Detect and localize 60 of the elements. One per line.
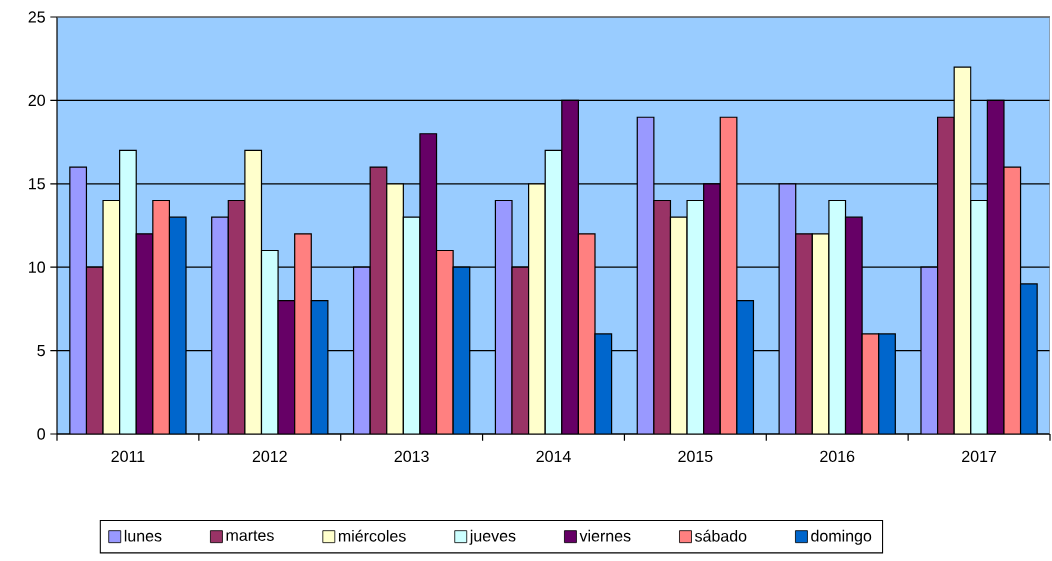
bar — [561, 99, 579, 434]
bar — [686, 199, 705, 434]
bar — [294, 233, 312, 434]
bar — [227, 199, 246, 434]
bar — [795, 233, 813, 434]
legend-label: martes — [226, 530, 274, 541]
bar — [119, 149, 137, 434]
legend-label: miércoles — [338, 529, 406, 542]
x-tick-label: 2016 — [820, 450, 855, 463]
x-tick-label: 2012 — [252, 450, 287, 463]
bar — [653, 199, 672, 434]
bar — [953, 66, 972, 434]
bar — [528, 183, 546, 434]
legend-label: viernes — [579, 529, 631, 542]
bar — [828, 199, 847, 434]
bar — [102, 199, 121, 434]
x-tick-label: 2011 — [111, 450, 145, 463]
bar — [703, 183, 721, 434]
y-tick-label: 0 — [37, 428, 46, 440]
bar — [844, 216, 863, 434]
bar — [970, 199, 988, 434]
x-tick-label: 2014 — [536, 450, 571, 463]
bar — [260, 249, 279, 434]
x-tick-label: 2015 — [678, 450, 713, 463]
bar — [878, 333, 896, 434]
bar — [352, 266, 371, 434]
y-tick-label: 10 — [29, 261, 45, 273]
bar — [719, 116, 738, 434]
y-tick-label: 5 — [37, 345, 45, 357]
bar — [402, 216, 421, 434]
bar — [419, 133, 438, 434]
bar — [577, 233, 596, 434]
y-tick-label: 20 — [28, 94, 45, 107]
bar — [435, 249, 454, 434]
bar — [936, 116, 955, 434]
legend-label: jueves — [469, 529, 516, 545]
bar — [369, 166, 388, 434]
bar — [986, 99, 1005, 434]
legend-label: lunes — [124, 529, 162, 542]
bar — [168, 216, 187, 434]
legend-label: domingo — [811, 529, 872, 545]
bar — [669, 216, 688, 434]
bar — [811, 233, 830, 434]
legend-label: sábado — [694, 529, 747, 542]
bar — [1003, 166, 1022, 434]
bar — [152, 199, 171, 434]
y-tick-label: 25 — [28, 11, 45, 23]
bar — [244, 149, 263, 434]
bar — [135, 233, 154, 434]
bar — [1019, 283, 1038, 434]
bar — [636, 116, 655, 434]
bar — [386, 183, 404, 434]
bar — [69, 166, 88, 434]
bar — [211, 216, 229, 434]
x-tick-label: 2013 — [394, 450, 429, 463]
bar — [544, 149, 563, 434]
x-tick-label: 2017 — [962, 450, 997, 463]
y-tick-label: 15 — [29, 178, 45, 190]
bar — [778, 183, 797, 434]
bar — [494, 199, 513, 434]
